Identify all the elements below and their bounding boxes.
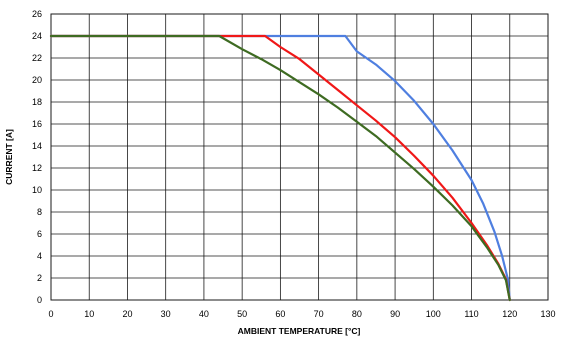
y-tick-label: 12 [32, 163, 42, 173]
y-tick-label: 8 [37, 207, 42, 217]
y-tick-label: 4 [37, 251, 42, 261]
y-tick-label: 22 [32, 53, 42, 63]
y-tick-label: 18 [32, 97, 42, 107]
y-tick-label: 14 [32, 141, 42, 151]
x-tick-label: 30 [161, 309, 171, 319]
series-line-3 [49, 34, 511, 302]
x-tick-label: 60 [275, 309, 285, 319]
y-tick-label: 24 [32, 31, 42, 41]
x-tick-label: 20 [122, 309, 132, 319]
x-tick-label: 110 [464, 309, 478, 319]
y-tick-label: 16 [32, 119, 42, 129]
x-tick-label: 0 [48, 309, 53, 319]
x-tick-label: 50 [237, 309, 247, 319]
x-tick-label: 80 [352, 309, 362, 319]
series-line-1 [49, 34, 511, 302]
grid-layer [50, 13, 549, 301]
y-tick-label: 26 [32, 9, 42, 19]
x-tick-label: 120 [502, 309, 517, 319]
x-tick-label: 10 [84, 309, 94, 319]
plot-border [50, 13, 549, 301]
x-tick-label: 130 [540, 309, 555, 319]
y-tick-label: 0 [37, 295, 42, 305]
x-tick-label: 90 [390, 309, 400, 319]
x-tick-label: 40 [199, 309, 209, 319]
y-tick-label: 20 [32, 75, 42, 85]
y-tick-label: 2 [37, 273, 42, 283]
x-tick-label: 70 [314, 309, 324, 319]
x-tick-label: 100 [426, 309, 441, 319]
tick-layer: 0 10 20 30 40 50 60 70 80 90 100 110 120 130024681012… [32, 9, 556, 319]
x-axis-title: AMBIENT TEMPERATURE [°C] [238, 326, 361, 336]
series-layer [49, 34, 511, 302]
y-tick-label: 6 [37, 229, 42, 239]
y-tick-label: 10 [32, 185, 42, 195]
y-axis-title: CURRENT [A] [4, 129, 14, 185]
